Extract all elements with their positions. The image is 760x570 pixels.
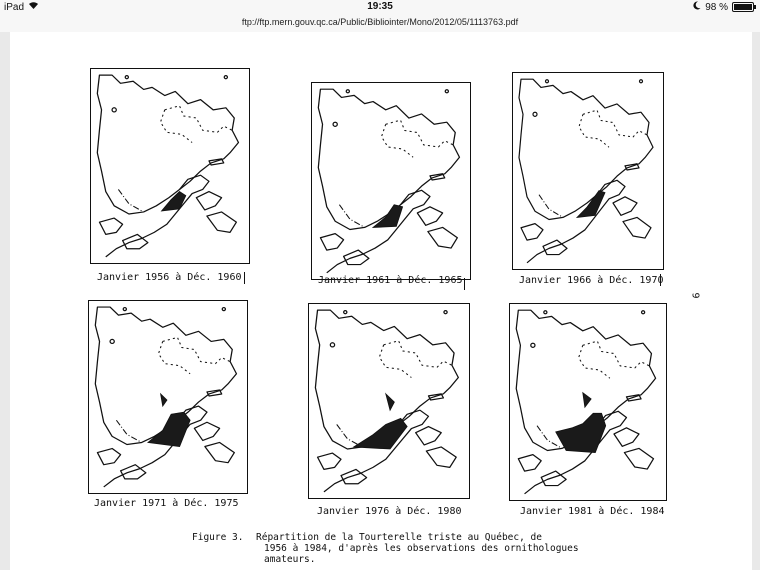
- device-name: iPad: [4, 1, 25, 13]
- caption-line: Répartition de la Tourterelle triste au …: [256, 532, 542, 543]
- status-right: 98 %: [693, 1, 756, 13]
- quebec-map-image: [94, 306, 238, 488]
- map-label-1966-1970: Janvier 1966 à Déc. 1970: [519, 275, 664, 286]
- scan-mark: [244, 272, 245, 284]
- battery-percent: 98 %: [705, 1, 728, 13]
- scan-mark: [660, 274, 661, 286]
- moon-icon: [693, 1, 701, 13]
- caption-text: Répartition de la Tourterelle triste au …: [256, 532, 579, 565]
- map-label-1971-1975: Janvier 1971 à Déc. 1975: [94, 498, 239, 509]
- quebec-map-image: [518, 78, 654, 264]
- map-label-1976-1980: Janvier 1976 à Déc. 1980: [317, 506, 462, 517]
- caption-line: amateurs.: [264, 554, 316, 565]
- battery-level: [734, 4, 752, 10]
- map-1981-1984: [509, 303, 667, 501]
- pdf-page: Janvier 1956 à Déc. 1960 Janvier 1961 à …: [10, 32, 752, 570]
- wifi-icon: [28, 1, 39, 13]
- caption-line: 1956 à 1984, d'après les observations de…: [264, 543, 579, 554]
- battery-icon: [732, 2, 756, 12]
- page-number: 9: [689, 292, 701, 299]
- scan-mark: [464, 278, 465, 290]
- url-text[interactable]: ftp://ftp.mern.gouv.qc.ca/Public/Biblioi…: [241, 17, 519, 27]
- quebec-map-image: [96, 74, 240, 258]
- quebec-map-image: [515, 309, 657, 495]
- status-bar: iPad 19:35 98 %: [0, 0, 760, 14]
- map-label-1961-1965: Janvier 1961 à Déc. 1965: [318, 275, 463, 286]
- map-1976-1980: [308, 303, 470, 499]
- quebec-map-image: [314, 309, 459, 493]
- quebec-map-image: [317, 88, 461, 274]
- clock: 19:35: [367, 1, 393, 12]
- map-1971-1975: [88, 300, 248, 494]
- map-label-1956-1960: Janvier 1956 à Déc. 1960: [97, 272, 242, 283]
- address-bar[interactable]: ftp://ftp.mern.gouv.qc.ca/Public/Biblioi…: [0, 14, 760, 33]
- pdf-viewer[interactable]: Janvier 1956 à Déc. 1960 Janvier 1961 à …: [0, 32, 760, 570]
- map-1956-1960: [90, 68, 250, 264]
- status-left: iPad: [4, 1, 39, 13]
- map-1966-1970: [512, 72, 664, 270]
- figure-caption: Figure 3. Répartition de la Tourterelle …: [192, 532, 612, 568]
- map-label-1981-1984: Janvier 1981 à Déc. 1984: [520, 506, 665, 517]
- map-1961-1965: [311, 82, 471, 280]
- figure-number: Figure 3.: [192, 532, 244, 543]
